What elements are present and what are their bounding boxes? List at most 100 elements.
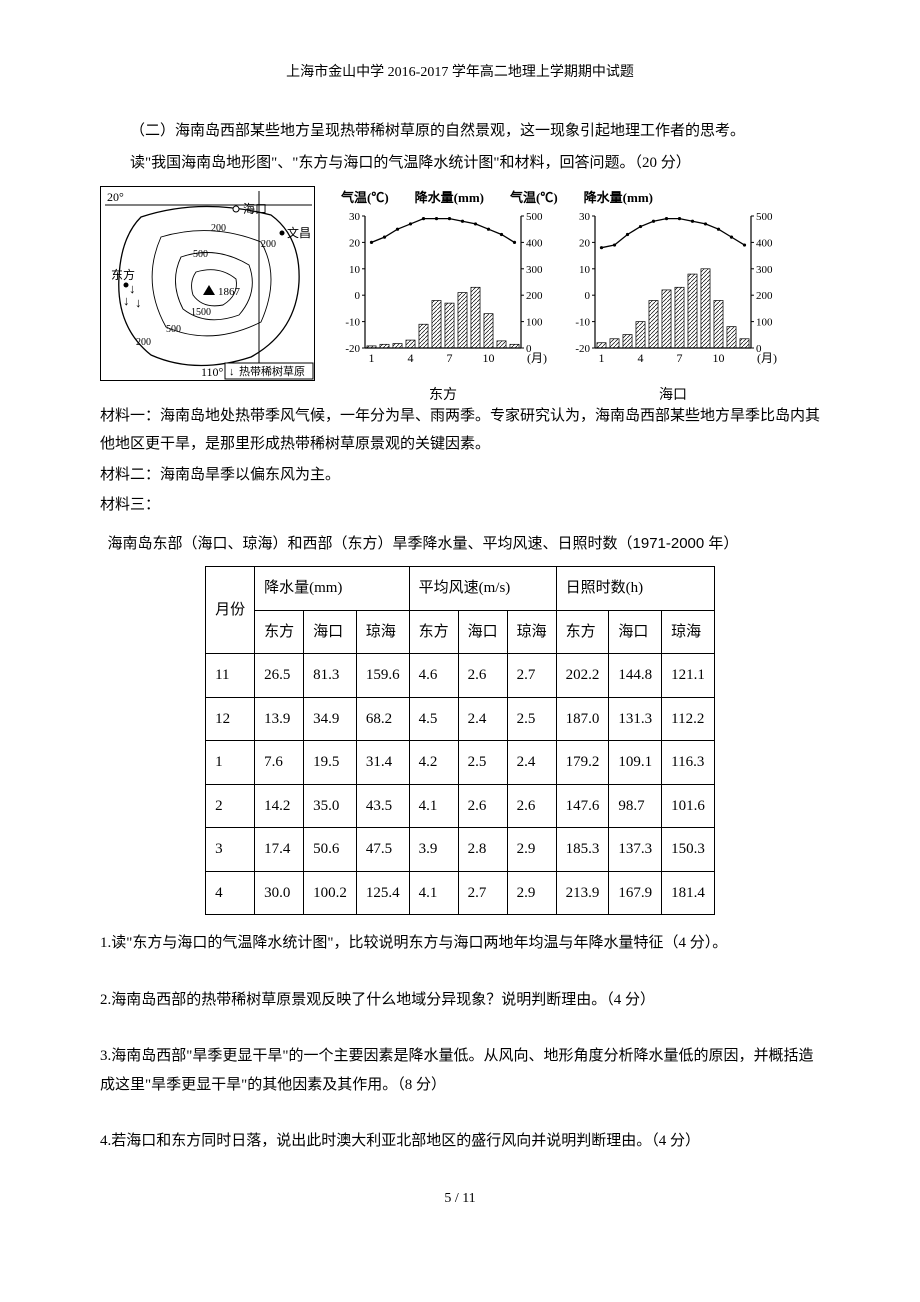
chart-haikou: 3020100-10-20500400300200100014710(月) 海口 bbox=[563, 210, 783, 370]
svg-text:200: 200 bbox=[756, 290, 773, 302]
table-caption: 海南岛东部（海口、琼海）和西部（东方）旱季降水量、平均风速、日照时数（1971-… bbox=[100, 530, 820, 559]
data-cell: 4.2 bbox=[409, 741, 458, 785]
svg-text:1500: 1500 bbox=[191, 307, 211, 318]
table-header-row-1: 月份 降水量(mm) 平均风速(m/s) 日照时数(h) bbox=[206, 567, 715, 611]
data-cell: 81.3 bbox=[304, 654, 357, 698]
data-cell: 30.0 bbox=[255, 871, 304, 915]
data-cell: 101.6 bbox=[662, 784, 715, 828]
svg-text:30: 30 bbox=[579, 211, 591, 223]
svg-text:20: 20 bbox=[349, 238, 361, 250]
data-cell: 2.9 bbox=[507, 871, 556, 915]
material-2: 材料二：海南岛旱季以偏东风为主。 bbox=[100, 461, 820, 490]
month-cell: 2 bbox=[206, 784, 255, 828]
data-cell: 137.3 bbox=[609, 828, 662, 872]
data-cell: 98.7 bbox=[609, 784, 662, 828]
sub-header: 琼海 bbox=[507, 610, 556, 654]
data-cell: 2.6 bbox=[458, 784, 507, 828]
data-cell: 100.2 bbox=[304, 871, 357, 915]
svg-text:100: 100 bbox=[526, 317, 543, 329]
data-cell: 2.4 bbox=[458, 697, 507, 741]
sub-header: 琼海 bbox=[356, 610, 409, 654]
city-wenchang: 文昌 bbox=[287, 225, 311, 240]
group-sunshine: 日照时数(h) bbox=[556, 567, 714, 611]
data-cell: 112.2 bbox=[662, 697, 715, 741]
table-header-row-2: 东方海口琼海东方海口琼海东方海口琼海 bbox=[206, 610, 715, 654]
svg-text:↓: ↓ bbox=[229, 366, 235, 378]
svg-text:1: 1 bbox=[599, 351, 605, 365]
svg-text:400: 400 bbox=[756, 238, 773, 250]
map-legend: 热带稀树草原 bbox=[239, 364, 305, 378]
data-cell: 2.8 bbox=[458, 828, 507, 872]
table-row: 1213.934.968.24.52.42.5187.0131.3112.2 bbox=[206, 697, 715, 741]
svg-text:200: 200 bbox=[526, 290, 543, 302]
svg-text:100: 100 bbox=[756, 317, 773, 329]
svg-text:4: 4 bbox=[638, 351, 644, 365]
svg-text:10: 10 bbox=[579, 264, 591, 276]
svg-text:(月): (月) bbox=[527, 351, 547, 365]
precip-axis-label-1: 降水量(mm) bbox=[415, 186, 484, 211]
svg-text:400: 400 bbox=[526, 238, 543, 250]
svg-text:10: 10 bbox=[483, 351, 495, 365]
data-cell: 125.4 bbox=[356, 871, 409, 915]
data-cell: 2.6 bbox=[507, 784, 556, 828]
data-cell: 26.5 bbox=[255, 654, 304, 698]
month-cell: 3 bbox=[206, 828, 255, 872]
svg-text:500: 500 bbox=[756, 211, 773, 223]
svg-text:10: 10 bbox=[713, 351, 725, 365]
chart-caption-right: 海口 bbox=[563, 383, 783, 410]
svg-text:7: 7 bbox=[677, 351, 683, 365]
month-cell: 11 bbox=[206, 654, 255, 698]
data-cell: 4.6 bbox=[409, 654, 458, 698]
svg-text:10: 10 bbox=[349, 264, 361, 276]
svg-text:200: 200 bbox=[211, 223, 226, 234]
question-1: 1.读"东方与海口的气温降水统计图"，比较说明东方与海口两地年均温与年降水量特征… bbox=[100, 929, 820, 958]
svg-text:-20: -20 bbox=[345, 343, 360, 355]
material-1: 材料一：海南岛地处热带季风气候，一年分为旱、雨两季。专家研究认为，海南岛西部某些… bbox=[100, 402, 820, 459]
data-cell: 50.6 bbox=[304, 828, 357, 872]
data-cell: 43.5 bbox=[356, 784, 409, 828]
data-cell: 181.4 bbox=[662, 871, 715, 915]
svg-text:↓: ↓ bbox=[123, 293, 130, 308]
question-2: 2.海南岛西部的热带稀树草原景观反映了什么地域分异现象？说明判断理由。（4 分） bbox=[100, 986, 820, 1015]
climate-charts: 气温(℃) 降水量(mm) 气温(℃) 降水量(mm) 3020100-10-2… bbox=[333, 186, 820, 386]
table-row: 1126.581.3159.64.62.62.7202.2144.8121.1 bbox=[206, 654, 715, 698]
svg-text:1: 1 bbox=[369, 351, 375, 365]
data-cell: 116.3 bbox=[662, 741, 715, 785]
map-figure: 20° 1867 200 500 1500 500 200 200 海口 文昌 … bbox=[100, 186, 315, 381]
svg-text:(月): (月) bbox=[757, 351, 777, 365]
table-row: 317.450.647.53.92.82.9185.3137.3150.3 bbox=[206, 828, 715, 872]
page-header: 上海市金山中学 2016-2017 学年高二地理上学期期中试题 bbox=[100, 60, 820, 87]
data-cell: 14.2 bbox=[255, 784, 304, 828]
data-cell: 167.9 bbox=[609, 871, 662, 915]
svg-text:0: 0 bbox=[585, 290, 591, 302]
data-cell: 185.3 bbox=[556, 828, 609, 872]
svg-text:-10: -10 bbox=[575, 317, 590, 329]
question-4: 4.若海口和东方同时日落，说出此时澳大利亚北部地区的盛行风向并说明判断理由。（4… bbox=[100, 1127, 820, 1156]
data-cell: 68.2 bbox=[356, 697, 409, 741]
data-cell: 147.6 bbox=[556, 784, 609, 828]
data-cell: 31.4 bbox=[356, 741, 409, 785]
data-cell: 2.7 bbox=[458, 871, 507, 915]
data-cell: 150.3 bbox=[662, 828, 715, 872]
page-footer: 5 / 11 bbox=[100, 1186, 820, 1213]
data-cell: 213.9 bbox=[556, 871, 609, 915]
sub-header: 东方 bbox=[409, 610, 458, 654]
month-cell: 12 bbox=[206, 697, 255, 741]
svg-text:500: 500 bbox=[193, 249, 208, 260]
precip-axis-label-2: 降水量(mm) bbox=[584, 186, 653, 211]
material-3-label: 材料三： bbox=[100, 491, 820, 520]
svg-text:↓: ↓ bbox=[135, 295, 142, 310]
data-cell: 4.5 bbox=[409, 697, 458, 741]
data-cell: 13.9 bbox=[255, 697, 304, 741]
lon-label: 110° bbox=[201, 365, 224, 379]
sub-header: 海口 bbox=[609, 610, 662, 654]
data-cell: 202.2 bbox=[556, 654, 609, 698]
svg-text:30: 30 bbox=[349, 211, 361, 223]
month-cell: 1 bbox=[206, 741, 255, 785]
group-wind: 平均风速(m/s) bbox=[409, 567, 556, 611]
lat-label: 20° bbox=[107, 190, 124, 204]
data-cell: 47.5 bbox=[356, 828, 409, 872]
data-cell: 19.5 bbox=[304, 741, 357, 785]
month-cell: 4 bbox=[206, 871, 255, 915]
intro-paragraph-1: （二）海南岛西部某些地方呈现热带稀树草原的自然景观，这一现象引起地理工作者的思考… bbox=[100, 117, 820, 146]
